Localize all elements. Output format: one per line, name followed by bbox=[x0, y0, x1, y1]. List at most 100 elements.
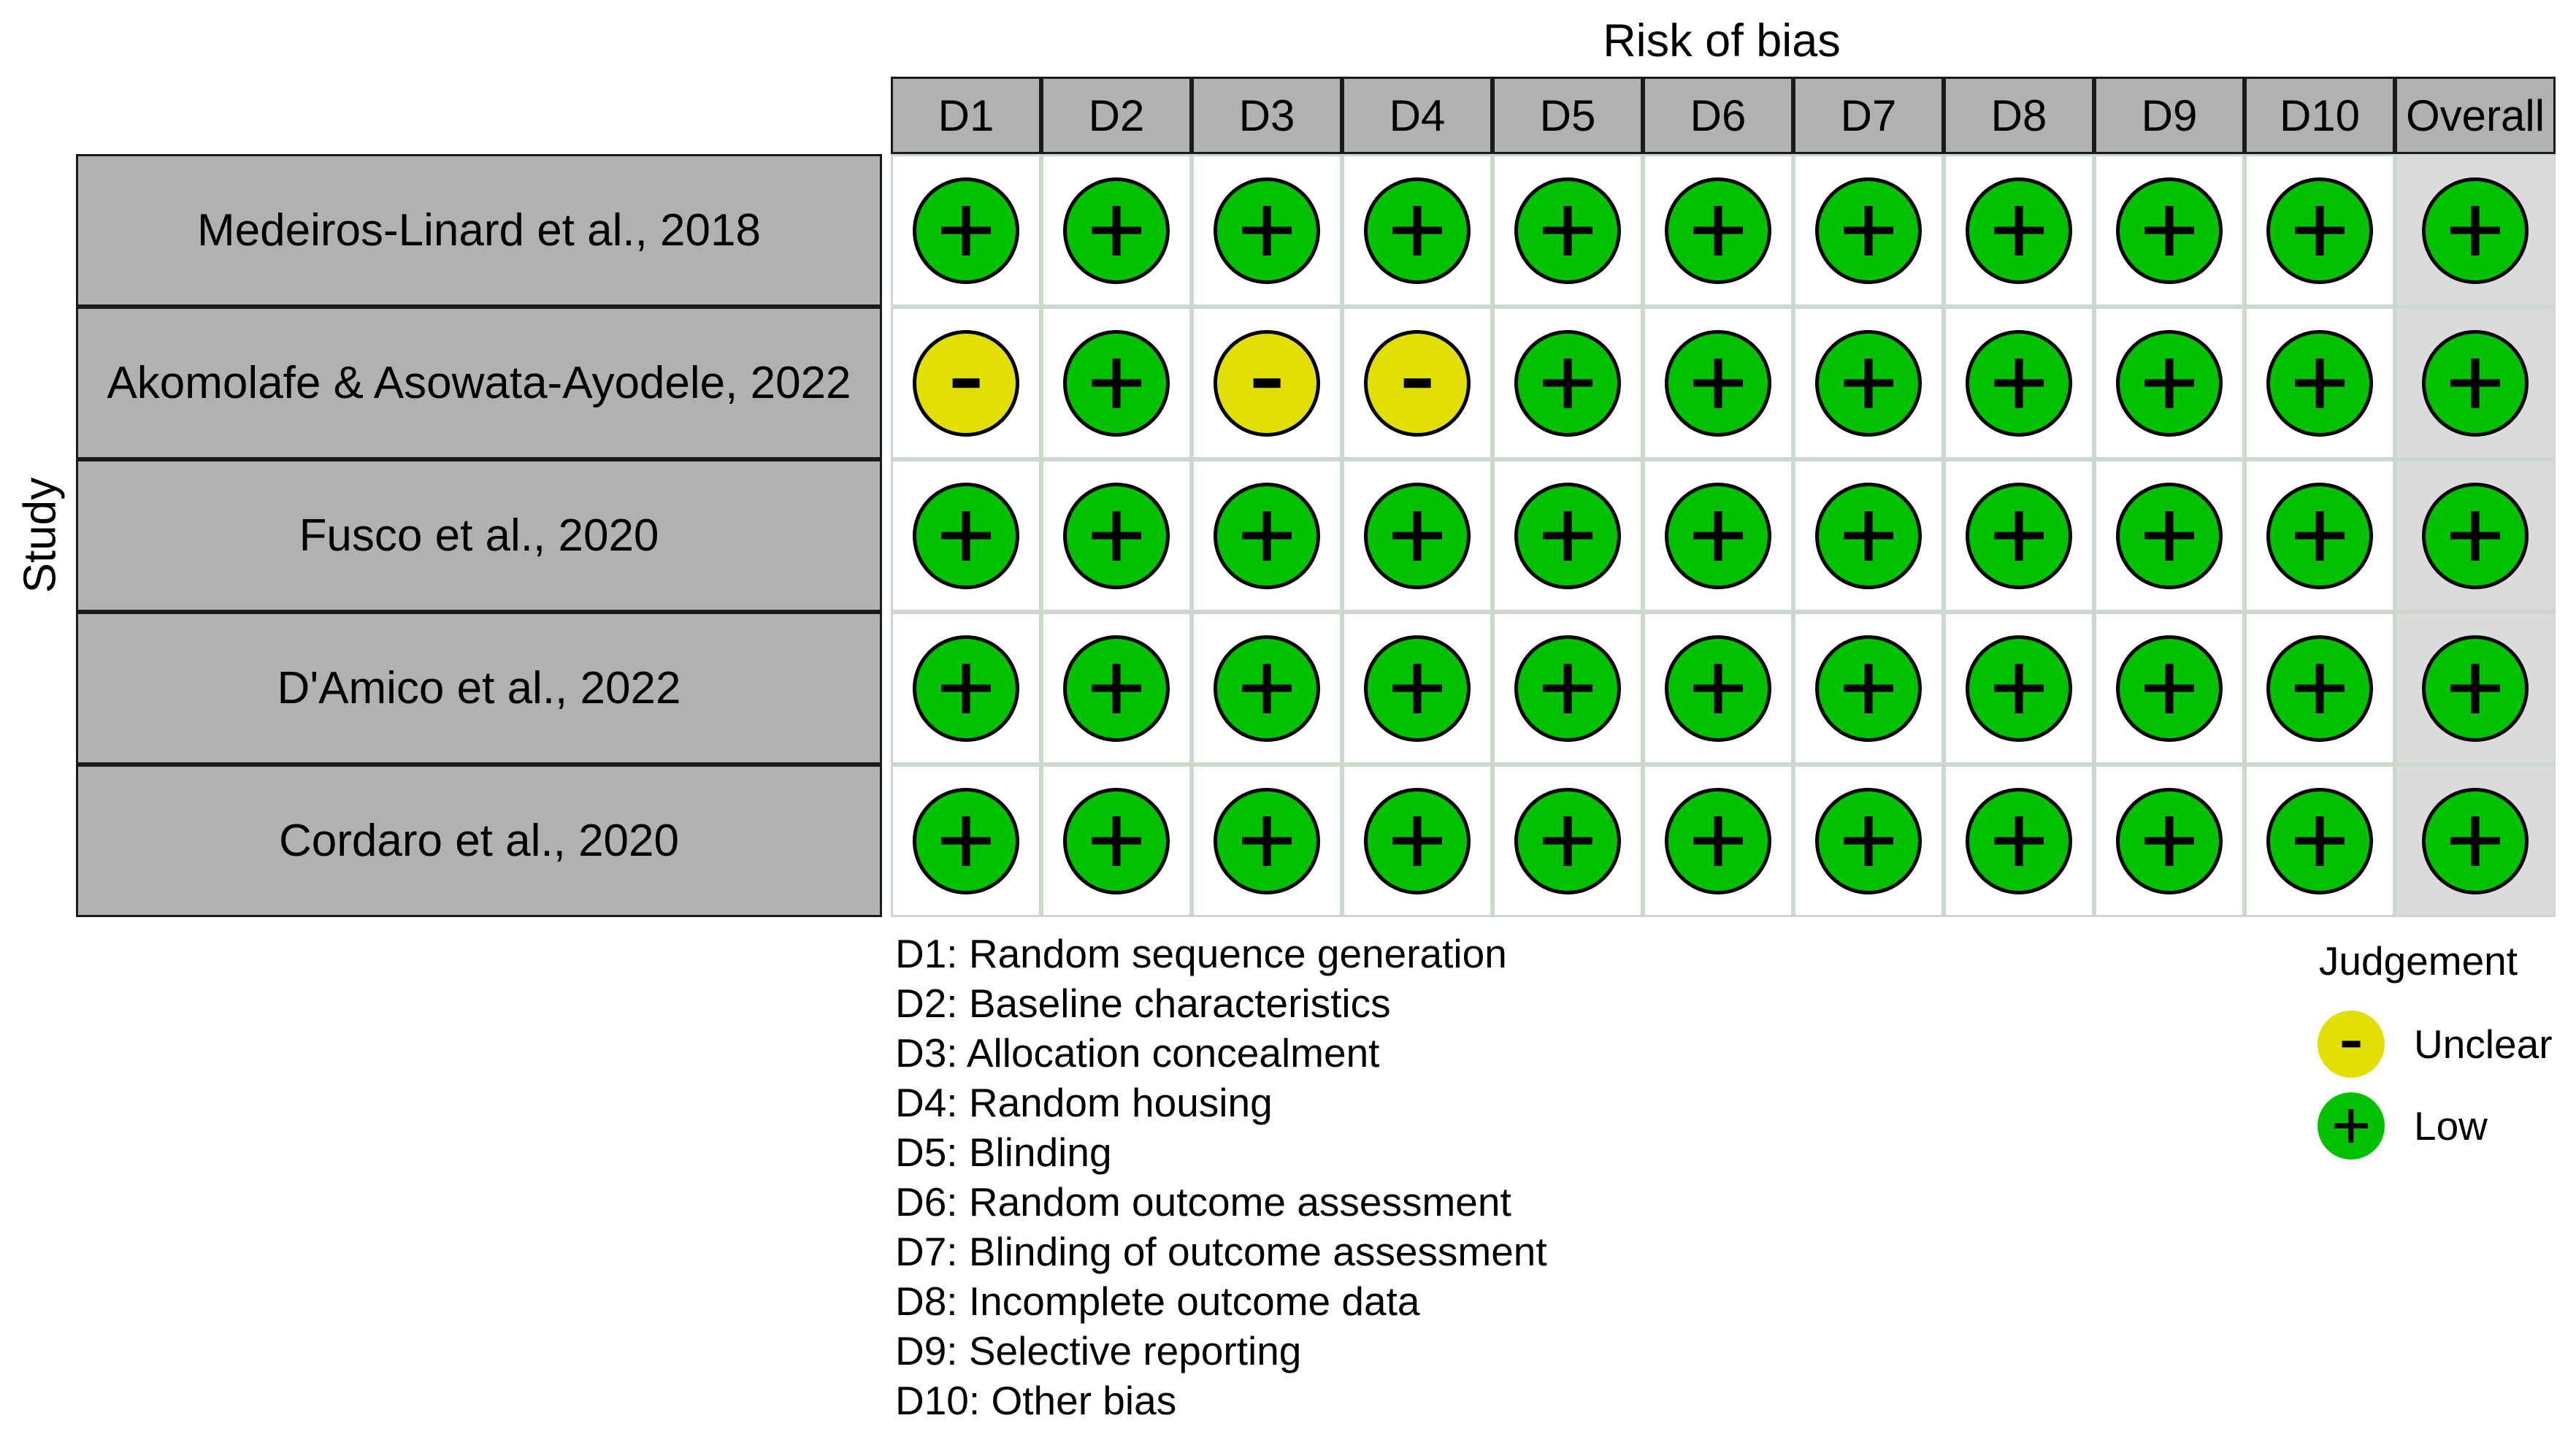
judgement-cell bbox=[1944, 765, 2094, 917]
unclear-risk-icon bbox=[1214, 329, 1320, 437]
judgement-cell bbox=[1793, 307, 1944, 459]
judgement-cell bbox=[1643, 765, 1793, 917]
low-risk-icon bbox=[2116, 635, 2223, 742]
domain-definition-d5: D5: Blinding bbox=[895, 1130, 1112, 1175]
plus-sign bbox=[1368, 486, 1467, 586]
domain-legend: D1: Random sequence generation D2: Baseli… bbox=[895, 929, 1547, 1425]
low-risk-icon bbox=[1364, 177, 1471, 284]
low-risk-icon bbox=[1815, 787, 1922, 894]
judgement-cell bbox=[1192, 154, 1342, 307]
judgement-cell bbox=[1041, 765, 1192, 917]
low-risk-icon bbox=[1514, 635, 1621, 742]
low-risk-icon bbox=[1514, 177, 1621, 284]
chart-title: Risk of bias bbox=[1603, 15, 1841, 66]
judgement-cell bbox=[891, 459, 1041, 612]
low-risk-icon bbox=[2116, 787, 2223, 894]
plus-sign bbox=[2426, 334, 2525, 433]
plus-sign bbox=[1969, 181, 2069, 280]
judgement-cell bbox=[1342, 154, 1492, 307]
plus-sign bbox=[1067, 181, 1166, 280]
plus-sign bbox=[1518, 334, 1617, 433]
plus-sign bbox=[1368, 792, 1467, 891]
low-risk-icon bbox=[2116, 329, 2223, 437]
column-header-overall: Overall bbox=[2395, 77, 2556, 154]
low-risk-icon bbox=[1665, 177, 1771, 284]
low-risk-icon bbox=[1665, 482, 1771, 589]
judgement-cell bbox=[1192, 459, 1342, 612]
low-risk-icon bbox=[2266, 329, 2373, 437]
legend-item-low: Low bbox=[2263, 1092, 2573, 1160]
plus-sign bbox=[1668, 181, 1768, 280]
plus-sign bbox=[2318, 1092, 2385, 1160]
judgement-cell bbox=[2395, 154, 2556, 307]
unclear-legend-icon bbox=[2318, 1011, 2385, 1078]
judgement-cell bbox=[891, 765, 1041, 917]
y-axis-label: Study bbox=[15, 477, 66, 594]
low-risk-icon bbox=[2422, 177, 2529, 284]
judgement-legend-title: Judgement bbox=[2318, 938, 2518, 984]
low-risk-icon bbox=[1815, 329, 1922, 437]
plus-sign bbox=[1969, 792, 2069, 891]
judgement-cell bbox=[1192, 307, 1342, 459]
plus-sign bbox=[1819, 792, 1918, 891]
plus-sign bbox=[1217, 486, 1316, 586]
low-risk-icon bbox=[1214, 177, 1320, 284]
plus-sign bbox=[916, 639, 1016, 738]
plus-sign bbox=[1969, 639, 2069, 738]
low-risk-icon bbox=[2422, 635, 2529, 742]
domain-definition-d2: D2: Baseline characteristics bbox=[895, 981, 1391, 1026]
low-risk-icon bbox=[2266, 177, 2373, 284]
plus-sign bbox=[1518, 486, 1617, 586]
plus-sign bbox=[1668, 486, 1768, 586]
domain-definition-d9: D9: Selective reporting bbox=[895, 1328, 1302, 1373]
judgement-cell bbox=[2094, 307, 2245, 459]
judgement-cell bbox=[1944, 154, 2094, 307]
low-risk-icon bbox=[1063, 635, 1170, 742]
judgement-cell bbox=[1492, 459, 1643, 612]
low-risk-icon bbox=[1815, 177, 1922, 284]
low-risk-icon bbox=[2422, 482, 2529, 589]
judgement-legend-items: Unclear Low bbox=[2263, 1011, 2573, 1160]
judgement-cell bbox=[1492, 612, 1643, 765]
low-legend-icon bbox=[2318, 1092, 2385, 1160]
column-header-d2: D2 bbox=[1041, 77, 1192, 154]
judgement-cell bbox=[891, 612, 1041, 765]
judgement-cell bbox=[1793, 765, 1944, 917]
low-risk-icon bbox=[1966, 787, 2072, 894]
plus-sign bbox=[1668, 639, 1768, 738]
low-risk-icon bbox=[1966, 177, 2072, 284]
plus-sign bbox=[1067, 486, 1166, 586]
judgement-cell bbox=[1944, 459, 2094, 612]
plus-sign bbox=[1969, 486, 2069, 586]
plus-sign bbox=[1819, 334, 1918, 433]
column-header-d6: D6 bbox=[1643, 77, 1793, 154]
plus-sign bbox=[2120, 334, 2219, 433]
plus-sign bbox=[1067, 639, 1166, 738]
judgement-cell bbox=[2395, 307, 2556, 459]
legend-item-unclear: Unclear bbox=[2263, 1011, 2573, 1078]
low-risk-icon bbox=[1514, 329, 1621, 437]
judgement-cell bbox=[2245, 154, 2395, 307]
plus-sign bbox=[1819, 181, 1918, 280]
domain-definition-d6: D6: Random outcome assessment bbox=[895, 1179, 1511, 1225]
column-header-d3: D3 bbox=[1192, 77, 1342, 154]
judgement-cell bbox=[1793, 612, 1944, 765]
judgement-cell bbox=[1944, 307, 2094, 459]
plus-sign bbox=[1819, 639, 1918, 738]
judgement-cell bbox=[891, 154, 1041, 307]
plus-sign bbox=[2270, 334, 2369, 433]
judgement-cell bbox=[1492, 154, 1643, 307]
plus-sign bbox=[2120, 639, 2219, 738]
unclear-risk-icon bbox=[913, 329, 1019, 437]
judgement-cell bbox=[1041, 612, 1192, 765]
study-label: Medeiros-Linard et al., 2018 bbox=[76, 154, 882, 307]
low-risk-icon bbox=[1063, 329, 1170, 437]
judgement-cell bbox=[1192, 765, 1342, 917]
low-risk-icon bbox=[2266, 635, 2373, 742]
minus-sign bbox=[1217, 334, 1316, 433]
plus-sign bbox=[1518, 181, 1617, 280]
judgement-cell bbox=[1041, 154, 1192, 307]
plus-sign bbox=[916, 792, 1016, 891]
judgement-cell bbox=[1342, 765, 1492, 917]
plus-sign bbox=[2270, 792, 2369, 891]
